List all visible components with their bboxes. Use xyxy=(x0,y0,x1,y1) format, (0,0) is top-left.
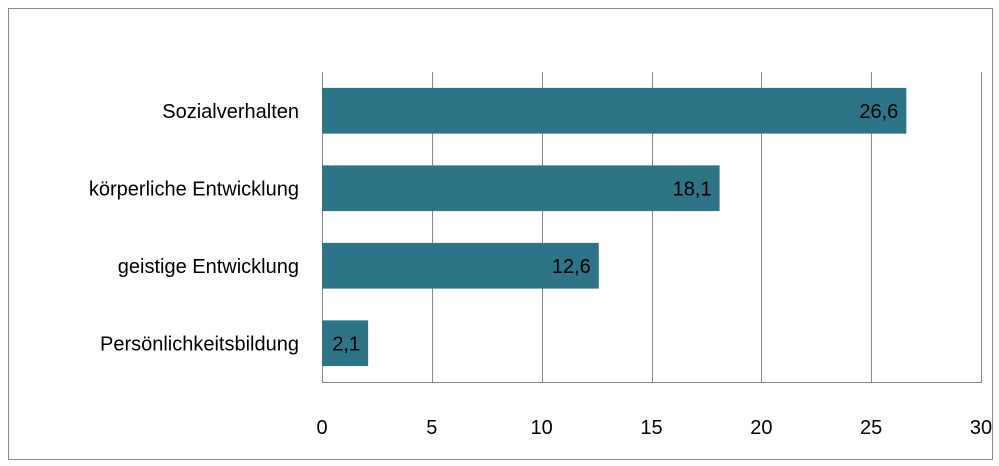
bar xyxy=(322,165,720,212)
x-tick-label: 20 xyxy=(750,417,772,439)
data-label: 26,6 xyxy=(859,101,898,123)
x-tick-label: 15 xyxy=(640,417,662,439)
x-tick-label: 10 xyxy=(531,417,553,439)
x-tick-label: 25 xyxy=(860,417,882,439)
bar xyxy=(322,320,369,367)
x-tick-label: 5 xyxy=(426,417,437,439)
x-tick-labels: 0 5 10 15 20 25 30 xyxy=(316,417,992,439)
category-label: körperliche Entwicklung xyxy=(89,178,299,200)
category-label: geistige Entwicklung xyxy=(118,256,299,278)
x-tick-label: 0 xyxy=(316,417,327,439)
data-label: 2,1 xyxy=(332,333,360,355)
chart-frame xyxy=(8,8,993,460)
data-label: 12,6 xyxy=(552,256,591,278)
bars: 26,6 18,1 12,6 2,1 xyxy=(322,87,907,367)
x-tick-label: 30 xyxy=(970,417,992,439)
category-labels: Sozialverhalten körperliche Entwicklung ge… xyxy=(89,101,299,356)
bar xyxy=(322,242,599,289)
category-label: Sozialverhalten xyxy=(162,101,299,123)
data-label: 18,1 xyxy=(673,178,712,200)
category-label: Persönlichkeitsbildung xyxy=(100,333,299,355)
bar xyxy=(322,87,907,134)
